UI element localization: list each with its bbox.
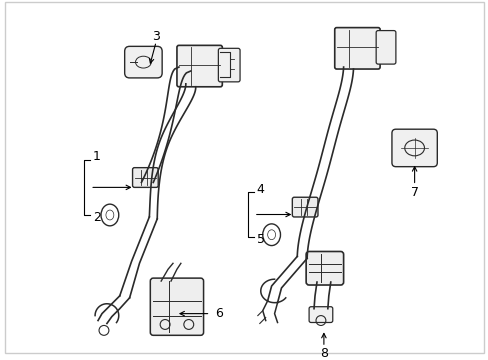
FancyBboxPatch shape xyxy=(391,129,436,167)
FancyBboxPatch shape xyxy=(150,278,203,335)
Text: 2: 2 xyxy=(93,211,101,224)
FancyBboxPatch shape xyxy=(334,28,379,69)
Text: 3: 3 xyxy=(152,30,160,43)
Text: 5: 5 xyxy=(256,233,264,246)
FancyBboxPatch shape xyxy=(218,48,240,82)
Text: 8: 8 xyxy=(319,347,327,360)
Text: 7: 7 xyxy=(410,186,418,199)
FancyBboxPatch shape xyxy=(132,168,158,188)
FancyBboxPatch shape xyxy=(375,31,395,64)
FancyBboxPatch shape xyxy=(308,307,332,323)
FancyBboxPatch shape xyxy=(305,252,343,285)
FancyBboxPatch shape xyxy=(292,197,317,217)
Text: 4: 4 xyxy=(256,183,264,196)
Text: 6: 6 xyxy=(215,307,223,320)
FancyBboxPatch shape xyxy=(124,46,162,78)
FancyBboxPatch shape xyxy=(177,45,222,87)
Text: 1: 1 xyxy=(93,150,101,163)
